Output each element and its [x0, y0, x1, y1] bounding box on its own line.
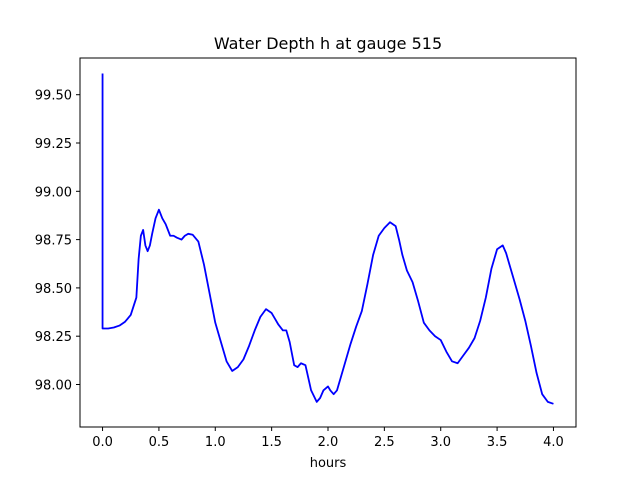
x-tick-label: 0.5 [149, 435, 170, 450]
x-tick-label: 3.0 [430, 435, 451, 450]
x-tick-label: 4.0 [543, 435, 564, 450]
x-axis-label: hours [310, 456, 347, 471]
y-tick-label: 98.50 [35, 282, 72, 297]
x-tick-label: 2.5 [374, 435, 395, 450]
y-tick-label: 98.00 [35, 378, 72, 393]
y-axis: 98.00 98.25 98.50 98.75 99.00 99.25 99.50 [35, 89, 80, 393]
y-tick-label: 99.25 [35, 137, 72, 152]
y-tick-label: 98.75 [35, 234, 72, 249]
x-tick-label: 1.0 [205, 435, 226, 450]
x-tick-label: 2.0 [318, 435, 339, 450]
x-axis: 0.0 0.5 1.0 1.5 2.0 2.5 3.0 3.5 4.0 [92, 427, 564, 450]
y-tick-label: 99.00 [35, 185, 72, 200]
x-tick-label: 3.5 [487, 435, 508, 450]
x-tick-label: 0.0 [92, 435, 113, 450]
x-tick-label: 1.5 [261, 435, 282, 450]
chart-title: Water Depth h at gauge 515 [214, 34, 442, 53]
series-line-0 [101, 73, 554, 405]
y-tick-label: 98.25 [35, 330, 72, 345]
plot-area [101, 73, 554, 405]
y-tick-label: 99.50 [35, 89, 72, 104]
